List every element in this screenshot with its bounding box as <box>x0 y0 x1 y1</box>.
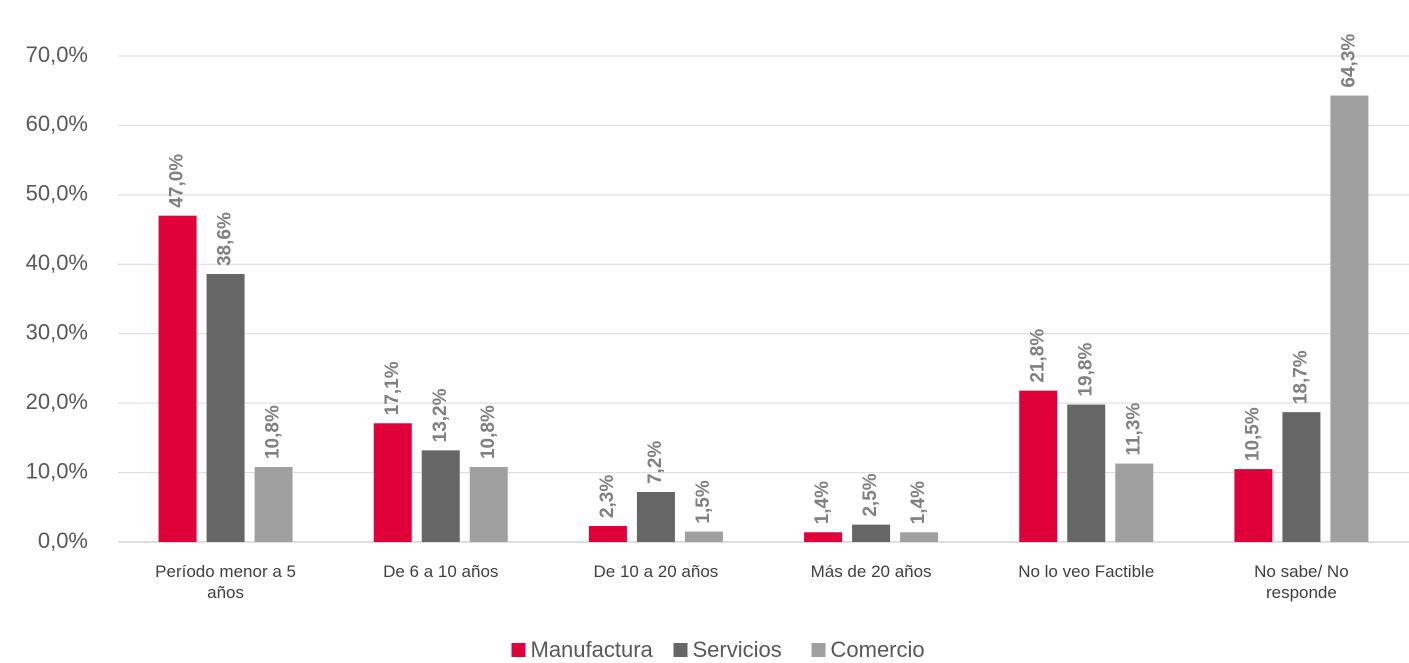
bar <box>1330 95 1369 543</box>
x-tick-label: Más de 20 años <box>810 562 932 581</box>
data-label: 17,1% <box>382 361 403 415</box>
data-label: 1,5% <box>693 480 714 523</box>
bar <box>684 531 723 542</box>
legend-label: Manufactura <box>531 637 654 662</box>
bar <box>1115 463 1154 542</box>
data-label: 10,8% <box>478 405 499 459</box>
data-label: 64,3% <box>1338 34 1359 88</box>
bar <box>900 532 939 542</box>
data-label: 38,6% <box>215 212 236 266</box>
bar <box>1234 469 1273 542</box>
y-tick-label: 0,0% <box>38 528 88 553</box>
bar <box>804 532 843 542</box>
bar <box>588 526 627 542</box>
data-label: 7,2% <box>645 441 666 484</box>
data-label: 10,5% <box>1242 407 1263 461</box>
data-label: 13,2% <box>430 388 451 442</box>
y-tick-label: 40,0% <box>26 250 88 275</box>
y-tick-label: 30,0% <box>26 320 88 345</box>
bar <box>469 467 508 542</box>
bar <box>421 450 460 542</box>
bar <box>1067 404 1106 542</box>
x-tick-label: Período menor a 5 años <box>155 562 296 602</box>
x-tick-label: No sabe/ No responde <box>1254 562 1349 602</box>
legend-label: Comercio <box>831 637 925 662</box>
bar <box>206 274 245 542</box>
y-tick-label: 60,0% <box>26 111 88 136</box>
bar <box>158 215 197 542</box>
data-label: 47,0% <box>167 154 188 208</box>
y-tick-label: 50,0% <box>26 181 88 206</box>
bar <box>1019 390 1058 542</box>
data-label: 2,5% <box>860 473 881 516</box>
x-tick-label: No lo veo Factible <box>1018 562 1155 581</box>
y-tick-label: 70,0% <box>26 42 88 67</box>
data-label: 18,7% <box>1290 350 1311 404</box>
bar <box>636 492 675 542</box>
legend-swatch <box>673 643 688 657</box>
x-tick-label: De 6 a 10 años <box>383 562 499 581</box>
x-tick-label: De 10 a 20 años <box>593 562 719 581</box>
data-label: 21,8% <box>1027 329 1048 383</box>
y-tick-label: 20,0% <box>26 389 88 414</box>
bar <box>254 467 293 542</box>
data-label: 11,3% <box>1123 403 1144 456</box>
data-label: 1,4% <box>908 481 929 524</box>
bar <box>852 524 891 542</box>
data-label: 1,4% <box>812 481 833 524</box>
legend-swatch <box>511 643 526 657</box>
data-label: 19,8% <box>1075 343 1096 397</box>
legend-label: Servicios <box>693 637 782 662</box>
legend-swatch <box>811 643 826 657</box>
data-label: 2,3% <box>597 475 618 518</box>
data-label: 10,8% <box>263 405 284 459</box>
bar <box>1282 412 1321 542</box>
bar <box>373 423 412 542</box>
y-tick-label: 10,0% <box>26 458 88 483</box>
